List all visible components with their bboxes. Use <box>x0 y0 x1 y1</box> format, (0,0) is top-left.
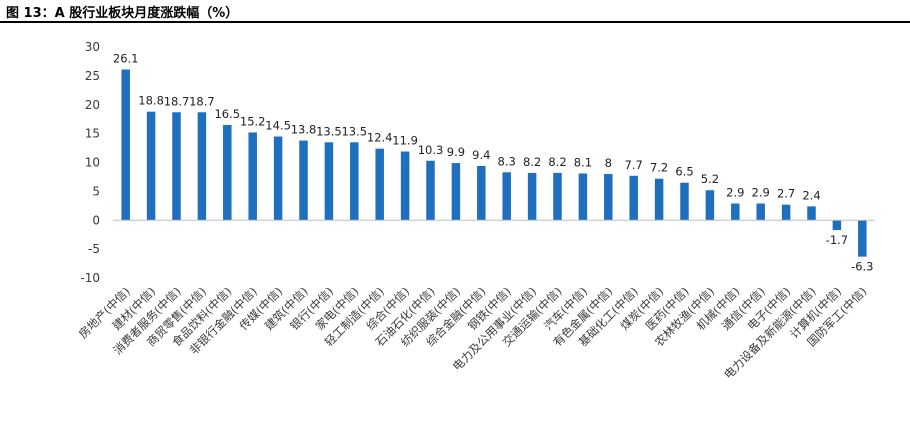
bar <box>121 69 130 221</box>
data-label: 2.9 <box>752 186 770 200</box>
data-label: 8.2 <box>548 155 566 169</box>
data-label: 7.7 <box>625 158 643 172</box>
bar <box>604 174 613 221</box>
bar-series <box>121 69 867 257</box>
y-tick-label: -5 <box>88 242 100 256</box>
bar <box>299 140 308 221</box>
data-label: 13.5 <box>341 124 367 138</box>
chart-title: 图 13：A 股行业板块月度涨跌幅（%） <box>6 6 239 21</box>
y-tick-label: 25 <box>85 69 100 83</box>
y-tick-label: 30 <box>85 40 100 54</box>
data-label: 18.7 <box>189 94 215 108</box>
bar <box>731 203 740 221</box>
data-label: 6.5 <box>675 165 693 179</box>
bar <box>527 172 537 221</box>
data-label: 16.5 <box>214 107 240 121</box>
bar <box>756 203 765 221</box>
data-label: 12.4 <box>367 131 393 145</box>
bar <box>705 190 715 221</box>
data-label: 8.1 <box>574 155 592 169</box>
y-tick-label: 15 <box>85 127 100 141</box>
data-label: 15.2 <box>240 114 266 128</box>
data-label: 13.8 <box>291 123 317 137</box>
bar <box>400 151 410 221</box>
bar <box>350 142 359 221</box>
y-tick-label: 0 <box>92 213 100 227</box>
data-labels: 26.118.8 18.7 18.716.515.2 14.5 13.8 13.5 13.5… <box>113 52 874 274</box>
y-tick-label: 20 <box>85 98 100 112</box>
data-label: 13.5 <box>316 124 342 138</box>
data-label: 18.8 <box>138 94 164 108</box>
x-axis-labels: 房地产(中信)建材(中信)消费者服务(中信)商贸零售(中信)食品饮料(中信)非银… <box>76 284 870 382</box>
title-divider <box>0 21 910 23</box>
data-label: 14.5 <box>265 119 291 133</box>
data-label: 7.2 <box>650 161 668 175</box>
data-label: 18.7 <box>164 94 190 108</box>
data-label: -1.7 <box>826 233 848 247</box>
data-label: 11.9 <box>392 134 418 148</box>
data-label: 26.1 <box>113 52 139 66</box>
bar <box>477 165 486 221</box>
data-label: -6.3 <box>851 260 873 274</box>
bar <box>578 173 588 221</box>
bar <box>273 136 283 221</box>
bar <box>807 206 816 221</box>
data-label: 8.2 <box>523 155 541 169</box>
data-label: 9.4 <box>472 148 490 162</box>
bar <box>680 182 689 221</box>
bar <box>781 204 791 221</box>
data-label: 2.4 <box>802 188 820 202</box>
bar <box>832 220 842 231</box>
bar <box>172 112 181 221</box>
bar <box>146 111 156 221</box>
y-axis: 30 25 20 15 10 5 0 -5 -10 <box>80 40 100 285</box>
bar <box>654 178 664 221</box>
y-tick-label: -10 <box>80 271 100 285</box>
bar <box>553 172 562 221</box>
data-label: 9.9 <box>447 145 465 159</box>
bar <box>451 163 461 221</box>
bar <box>223 124 232 221</box>
bar <box>502 172 511 221</box>
bar <box>426 160 435 221</box>
y-tick-label: 10 <box>85 156 100 170</box>
data-label: 2.7 <box>777 187 795 201</box>
bar <box>375 148 384 221</box>
bar <box>197 112 207 221</box>
data-label: 2.9 <box>726 186 744 200</box>
data-label: 5.2 <box>701 172 719 186</box>
bar <box>324 142 334 221</box>
data-label: 8 <box>605 156 612 170</box>
y-tick-label: 5 <box>92 184 100 198</box>
bar <box>629 175 638 221</box>
data-label: 10.3 <box>418 143 444 157</box>
bar <box>858 220 867 257</box>
bar <box>248 132 257 221</box>
data-label: 8.3 <box>498 154 516 168</box>
